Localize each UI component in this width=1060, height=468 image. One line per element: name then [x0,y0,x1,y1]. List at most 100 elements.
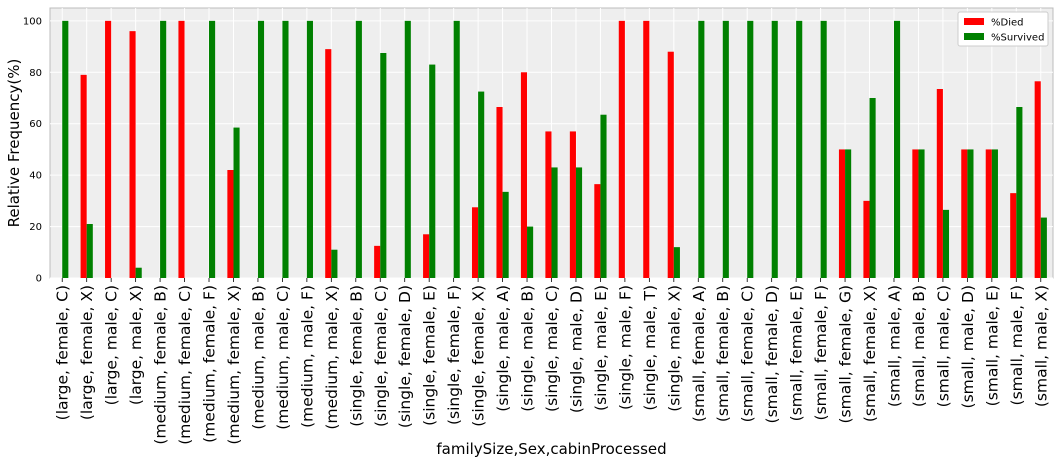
y-tick-label: 40 [29,171,42,182]
y-tick-label: 60 [29,119,42,130]
died-bar [912,149,919,278]
survived-bar [1040,217,1047,278]
x-tick-label: (small, female, F) [812,285,830,420]
survived-bar [893,20,901,278]
x-tick-label: (single, male, A) [494,285,512,412]
x-tick-label: (small, male, B) [910,285,928,407]
survived-bar [1016,107,1023,278]
survived-bar [257,20,265,278]
died-bar [838,149,846,278]
died-bar [471,207,479,278]
survived-bar [869,98,876,278]
legend-label: %Survived [991,33,1044,44]
survived-bar [771,20,778,278]
x-tick-label: (medium, female, X) [225,285,243,445]
died-bar [129,31,136,279]
survived-bar [429,64,436,278]
y-axis-label: Relative Frequency(%) [5,59,23,228]
x-tick-label: (small, male, F) [1008,285,1026,405]
survived-bar [942,209,950,278]
x-tick-label: (small, male, X) [1032,285,1050,407]
x-tick-label: (single, male, F) [616,285,634,410]
x-tick-label: (small, female, C) [739,285,757,422]
legend: %Died %Survived [957,11,1049,47]
died-bar [80,74,87,278]
x-tick-label: (single, female, F) [445,285,463,425]
survived-bar [820,20,827,278]
survived-bar [160,20,167,278]
survived-bar [404,20,411,278]
x-tick-label: (single, male, T) [641,285,659,411]
x-tick-label: (medium, male, B) [249,285,267,430]
x-tick-label: (large, male, C) [103,285,121,405]
died-bar [961,149,968,278]
x-tick-label: (single, male, X) [665,285,683,412]
died-bar [178,20,185,278]
died-bar [227,170,234,278]
died-bar [618,20,625,278]
survived-bar [355,20,362,278]
survived-bar [527,226,534,278]
x-tick-label: (single, male, D) [567,285,585,413]
died-bar [374,245,381,278]
x-tick-label: (medium, male, F) [298,285,316,428]
x-tick-label: (medium, male, X) [323,285,341,430]
x-tick-label: (small, female, X) [861,285,879,422]
legend-label: %Died [991,18,1023,29]
survived-bar [967,149,974,278]
x-tick-label: (single, female, E) [421,285,439,426]
died-bar [496,107,503,278]
x-tick-label: (single, female, D) [396,285,414,428]
x-tick-label: (small, female, G) [837,285,855,424]
x-tick-label: (single, female, X) [470,285,488,427]
x-tick-label: (small, male, C) [934,285,952,407]
x-tick-label: (small, male, A) [885,285,903,407]
survived-bar [551,167,558,278]
legend-swatch [964,33,984,40]
x-tick-label: (large, female, C) [54,285,72,420]
survived-bar [478,91,485,278]
survived-bar [209,20,216,278]
bars [62,20,1047,279]
died-bar [594,184,601,278]
died-bar [936,89,943,278]
survived-bar [282,20,289,278]
survived-bar [502,191,509,278]
x-axis-label: familySize,Sex,cabinProcessed [436,440,666,458]
survived-bar [453,20,460,278]
survived-bar [306,20,313,278]
died-bar [545,131,552,278]
y-axis-ticks: 0 20 40 60 80 100 [23,16,42,284]
x-tick-label: (large, female, X) [78,285,96,420]
survived-bar [331,249,338,278]
died-bar [985,149,992,278]
died-bar [423,234,430,278]
survived-bar [796,20,803,278]
died-bar [105,20,112,278]
x-tick-label: (single, male, B) [519,285,537,412]
survived-bar [62,20,69,278]
survived-bar [380,53,387,278]
x-tick-label: (small, female, A) [690,285,708,422]
x-tick-label: (small, male, D) [959,285,977,408]
died-bar [667,51,674,278]
x-tick-label: (single, male, E) [592,285,610,411]
x-axis-ticks: (large, female, C) (large, female, X) (lar… [54,278,1050,445]
survived-bar [673,247,680,278]
y-tick-label: 0 [36,274,42,285]
died-bar [1034,81,1041,279]
survived-bar [845,149,852,278]
survived-bar [233,127,240,278]
x-tick-label: (medium, female, F) [201,285,219,443]
died-bar [569,131,576,278]
survived-bar [722,20,729,278]
y-tick-label: 20 [29,222,42,233]
x-tick-label: (small, female, E) [788,285,806,421]
survived-bar [600,114,607,278]
x-tick-label: (single, male, C) [543,285,561,412]
survived-bar [575,167,583,278]
survived-bar [991,149,998,278]
x-tick-label: (medium, male, C) [274,285,292,430]
